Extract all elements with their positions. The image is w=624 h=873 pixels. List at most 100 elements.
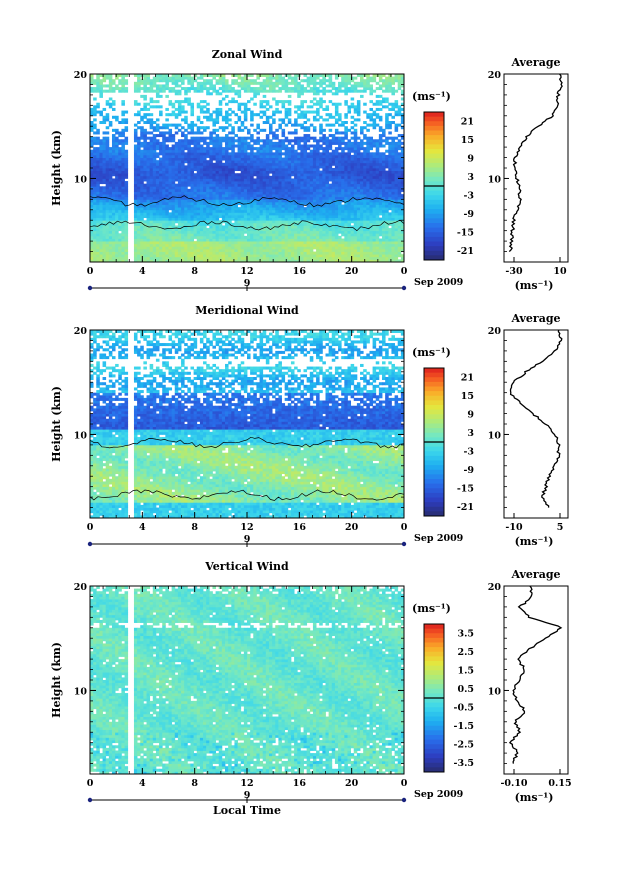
heatmap-cell <box>260 210 264 213</box>
heatmap-cell <box>162 202 166 205</box>
heatmap-cell <box>344 210 348 213</box>
heatmap-cell <box>300 150 304 153</box>
heatmap-cell <box>269 215 273 218</box>
heatmap-cell <box>178 249 182 252</box>
heatmap-cell <box>288 231 292 234</box>
heatmap-cell <box>234 205 238 208</box>
heatmap-cell <box>288 225 292 228</box>
heatmap-cell <box>225 184 229 187</box>
heatmap-cell <box>354 152 358 155</box>
heatmap-cell <box>99 257 103 260</box>
heatmap-cell <box>103 142 107 145</box>
heatmap-cell <box>278 205 282 208</box>
heatmap-cell <box>194 186 198 189</box>
heatmap-cell <box>363 244 367 247</box>
heatmap-cell <box>357 145 361 148</box>
heatmap-cell <box>335 158 339 161</box>
heatmap-cell <box>184 134 188 137</box>
heatmap-cell <box>338 103 342 106</box>
heatmap-cell <box>322 150 326 153</box>
heatmap-cell <box>300 189 304 192</box>
heatmap-cell <box>178 254 182 257</box>
heatmap-cell <box>212 189 216 192</box>
heatmap-cell <box>153 158 157 161</box>
heatmap-cell <box>178 233 182 236</box>
heatmap-cell <box>178 202 182 205</box>
heatmap-cell <box>241 160 245 163</box>
heatmap-cell <box>231 111 235 114</box>
heatmap-cell <box>225 239 229 242</box>
heatmap-cell <box>109 199 113 202</box>
heatmap-cell <box>115 197 119 200</box>
heatmap-cell <box>285 113 289 116</box>
heatmap-cell <box>266 254 270 257</box>
heatmap-cell <box>316 111 320 114</box>
heatmap-cell <box>219 254 223 257</box>
heatmap-cell <box>200 254 204 257</box>
heatmap-cell <box>159 79 163 82</box>
heatmap-cell <box>190 124 194 127</box>
heatmap-cell <box>162 134 166 137</box>
heatmap-cell <box>103 181 107 184</box>
heatmap-cell <box>238 118 242 121</box>
heatmap-cell <box>96 189 100 192</box>
heatmap-cell <box>319 199 323 202</box>
heatmap-cell <box>231 215 235 218</box>
heatmap-cell <box>266 205 270 208</box>
heatmap-cell <box>322 184 326 187</box>
heatmap-cell <box>206 82 210 85</box>
heatmap-cell <box>150 254 154 257</box>
heatmap-cell <box>147 103 151 106</box>
heatmap-cell <box>326 124 330 127</box>
heatmap-cell <box>106 218 110 221</box>
heatmap-cell <box>115 163 119 166</box>
heatmap-cell <box>159 178 163 181</box>
heatmap-cell <box>291 239 295 242</box>
heatmap-cell <box>310 212 314 215</box>
heatmap-cell <box>260 165 264 168</box>
heatmap-cell <box>231 194 235 197</box>
heatmap-cell <box>112 100 116 103</box>
heatmap-cell <box>269 181 273 184</box>
heatmap-cell <box>200 163 204 166</box>
heatmap-cell <box>253 95 257 98</box>
heatmap-cell <box>219 77 223 80</box>
heatmap-cell <box>266 194 270 197</box>
heatmap-cell <box>194 79 198 82</box>
heatmap-cell <box>282 186 286 189</box>
heatmap-cell <box>357 147 361 150</box>
heatmap-cell <box>212 241 216 244</box>
heatmap-cell <box>112 244 116 247</box>
heatmap-cell <box>90 181 94 184</box>
heatmap-cell <box>200 233 204 236</box>
heatmap-cell <box>125 254 129 257</box>
heatmap-cell <box>225 142 229 145</box>
heatmap-cell <box>275 137 279 140</box>
heatmap-cell <box>209 137 213 140</box>
heatmap-cell <box>178 173 182 176</box>
heatmap-cell <box>241 210 245 213</box>
heatmap-cell <box>209 239 213 242</box>
heatmap-cell <box>225 134 229 137</box>
heatmap-cell <box>206 126 210 129</box>
heatmap-cell <box>93 160 97 163</box>
heatmap-cell <box>291 225 295 228</box>
heatmap-cell <box>190 257 194 260</box>
heatmap-cell <box>319 84 323 87</box>
heatmap-cell <box>222 212 226 215</box>
heatmap-cell <box>344 252 348 255</box>
heatmap-cell <box>260 241 264 244</box>
heatmap-cell <box>175 84 179 87</box>
heatmap-cell <box>156 124 160 127</box>
heatmap-cell <box>175 116 179 119</box>
heatmap-cell <box>285 173 289 176</box>
heatmap-cell <box>319 82 323 85</box>
heatmap-cell <box>256 113 260 116</box>
heatmap-cell <box>181 100 185 103</box>
heatmap-cell <box>178 189 182 192</box>
heatmap-cell <box>206 173 210 176</box>
heatmap-cell <box>212 121 216 124</box>
heatmap-cell <box>93 79 97 82</box>
heatmap-cell <box>165 118 169 121</box>
heatmap-cell <box>150 241 154 244</box>
